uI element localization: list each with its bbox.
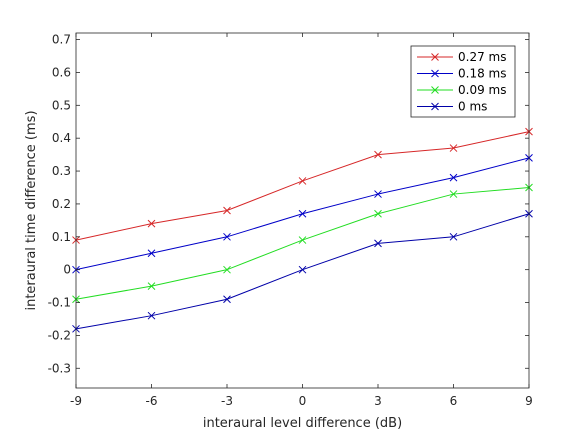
legend-label: 0 ms	[458, 100, 487, 114]
x-marker-stroke	[374, 190, 382, 198]
y-tick-label: 0.3	[52, 164, 71, 178]
x-tick-label: -9	[70, 394, 82, 408]
x-marker-stroke	[449, 173, 458, 182]
x-marker-stroke	[147, 282, 156, 290]
x-marker-stroke	[298, 209, 307, 218]
x-marker-stroke	[223, 232, 231, 241]
x-marker-stroke	[223, 295, 231, 304]
data-point	[449, 190, 458, 198]
data-point	[298, 209, 307, 218]
x-marker-stroke	[147, 249, 156, 258]
y-tick-label: 0.4	[52, 131, 71, 145]
x-tick-label: -3	[221, 394, 233, 408]
y-axis-label: interaural time difference (ms)	[24, 110, 39, 310]
data-point	[147, 282, 156, 290]
data-point	[223, 265, 231, 274]
y-tick-label: 0	[63, 263, 71, 277]
y-tick-label: 0.6	[52, 65, 71, 79]
x-marker-stroke	[147, 219, 156, 228]
series-markers	[72, 127, 533, 333]
legend-marker-stroke	[431, 53, 439, 61]
x-marker-stroke	[374, 239, 382, 248]
x-marker-stroke	[374, 209, 382, 218]
legend-entry: 0 ms	[417, 100, 487, 114]
data-point	[223, 206, 231, 215]
data-point	[223, 295, 231, 304]
legend-entry: 0.18 ms	[417, 67, 506, 81]
legend-marker-stroke	[431, 86, 439, 94]
x-tick-label: 9	[525, 394, 533, 408]
x-marker-stroke	[147, 311, 156, 320]
data-point	[147, 219, 156, 228]
data-point	[374, 190, 382, 198]
x-marker-stroke	[449, 190, 458, 198]
y-tick-label: 0.5	[52, 98, 71, 112]
y-tick-label: -0.3	[48, 361, 71, 375]
legend-label: 0.09 ms	[458, 83, 506, 97]
x-tick-label: -6	[146, 394, 158, 408]
legend-box	[410, 45, 516, 118]
data-point	[449, 173, 458, 182]
x-tick-label: 0	[299, 394, 307, 408]
data-point	[449, 144, 458, 152]
legend-marker-stroke	[431, 102, 439, 111]
legend-marker-stroke	[431, 69, 439, 78]
y-tick-label: -0.2	[48, 328, 71, 342]
y-tick-label: 0.2	[52, 197, 71, 211]
x-axis-label: interaural level difference (dB)	[203, 416, 402, 431]
x-marker-stroke	[223, 265, 231, 274]
x-marker-stroke	[449, 144, 458, 152]
data-point	[147, 249, 156, 258]
legend-label: 0.18 ms	[458, 67, 506, 81]
x-marker-stroke	[298, 265, 307, 274]
data-point	[223, 232, 231, 241]
data-point	[298, 236, 307, 244]
x-marker-stroke	[223, 206, 231, 215]
data-point	[298, 177, 307, 185]
y-tick-label: 0.7	[52, 33, 71, 47]
data-point	[374, 150, 382, 159]
x-marker-stroke	[449, 232, 458, 241]
legend-entry: 0.09 ms	[417, 83, 506, 97]
data-point	[147, 311, 156, 320]
legend-entry: 0.27 ms	[417, 50, 506, 64]
y-tick-label: -0.1	[48, 296, 71, 310]
data-point	[374, 209, 382, 218]
y-tick-label: 0.1	[52, 230, 71, 244]
x-marker-stroke	[298, 177, 307, 185]
x-marker-stroke	[298, 236, 307, 244]
legend: 0.27 ms 0.18 ms 0.09 ms 0 ms	[410, 45, 516, 118]
x-tick-label: 3	[374, 394, 382, 408]
data-point	[374, 239, 382, 248]
x-tick-label: 6	[450, 394, 458, 408]
data-point	[449, 232, 458, 241]
axis-ticks: -9 -6 -3 0 3 6 9 -0.3 -0.2 -0.1 0 0.1 0.2 0.3 0.4 0.5 0.…	[48, 33, 533, 408]
legend-label: 0.27 ms	[458, 50, 506, 64]
x-marker-stroke	[374, 150, 382, 159]
data-point	[298, 265, 307, 274]
